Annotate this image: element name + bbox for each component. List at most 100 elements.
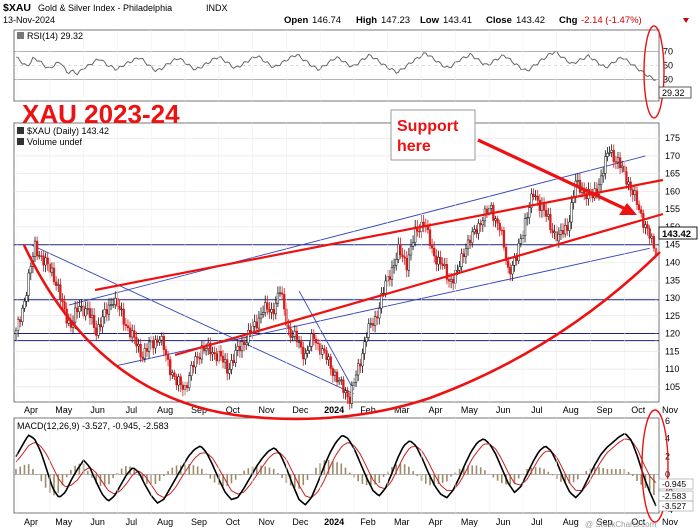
candle-body bbox=[316, 342, 320, 344]
candle-body bbox=[255, 321, 258, 329]
candle-body bbox=[194, 356, 197, 368]
candle-body bbox=[297, 341, 301, 343]
rsi-current-tag bbox=[658, 86, 692, 99]
price-y-tick: 135 bbox=[665, 275, 680, 285]
price-month-label: Aug bbox=[157, 405, 173, 415]
macd-histogram-bar bbox=[163, 474, 165, 477]
macd-histogram-bar bbox=[484, 470, 486, 475]
price-y-tick: 155 bbox=[665, 204, 680, 214]
candle-body bbox=[302, 346, 305, 360]
candle-body bbox=[568, 221, 571, 231]
candle-body bbox=[348, 396, 351, 404]
macd-histogram-bar bbox=[513, 474, 516, 484]
candle-body bbox=[54, 281, 58, 286]
candle-body bbox=[78, 306, 81, 312]
macd-histogram-bar bbox=[653, 474, 655, 496]
falling_line_2 bbox=[298, 290, 355, 391]
candle-body bbox=[363, 341, 366, 354]
candle-body bbox=[268, 308, 271, 313]
macd-histogram-bar bbox=[133, 469, 136, 475]
macd-histogram-bar bbox=[501, 474, 503, 484]
macd-histogram-bar bbox=[32, 469, 34, 475]
candle-body bbox=[16, 319, 20, 331]
macd-month-label: Apr bbox=[429, 517, 443, 527]
candle-body bbox=[346, 390, 349, 398]
candle-body bbox=[304, 353, 307, 360]
candle-body bbox=[357, 363, 360, 376]
candle-body bbox=[33, 240, 37, 257]
candle-body bbox=[519, 238, 522, 244]
macd-histogram-bar bbox=[433, 474, 436, 486]
candle-body bbox=[640, 209, 643, 214]
candle-body bbox=[137, 344, 140, 347]
macd-signal-line bbox=[15, 438, 657, 499]
candle-body bbox=[447, 279, 451, 282]
candle-body bbox=[312, 333, 315, 340]
price-y-tick: 145 bbox=[665, 240, 680, 250]
macd-month-label: 2024 bbox=[324, 517, 344, 527]
candle-body bbox=[171, 372, 174, 376]
candle-body bbox=[422, 221, 425, 226]
high-value: 147.23 bbox=[381, 15, 410, 26]
candle-body bbox=[359, 363, 362, 367]
macd-month-label: May bbox=[55, 517, 73, 527]
macd-histogram-bar bbox=[539, 467, 541, 475]
macd-histogram-bar bbox=[370, 474, 372, 486]
candle-body bbox=[135, 337, 138, 347]
candle-body bbox=[88, 308, 92, 318]
candle-body bbox=[257, 317, 261, 329]
candle-body bbox=[528, 207, 531, 218]
candle-body bbox=[44, 257, 47, 266]
macd-histogram-bar bbox=[458, 468, 461, 475]
candle-body bbox=[496, 218, 499, 224]
macd-histogram-bar bbox=[137, 474, 140, 476]
rsi-series bbox=[15, 50, 657, 81]
macd-histogram-bar bbox=[378, 474, 381, 484]
macd-histogram-bar bbox=[192, 465, 195, 475]
macd-histogram-bar bbox=[412, 471, 414, 475]
candle-body bbox=[240, 341, 244, 352]
macd-histogram-bar bbox=[298, 474, 300, 489]
candle-body bbox=[242, 341, 246, 345]
candle-body bbox=[513, 257, 516, 266]
price-y-tick: 140 bbox=[665, 258, 680, 268]
price-y-tick: 130 bbox=[665, 293, 680, 303]
candle-body bbox=[226, 359, 229, 374]
candle-body bbox=[122, 308, 125, 325]
volume-legend-swatch bbox=[17, 138, 24, 145]
candle-body bbox=[38, 255, 41, 257]
candle-body bbox=[392, 264, 396, 268]
candle-body bbox=[511, 265, 514, 275]
macd-histogram-bar bbox=[361, 474, 364, 484]
candle-body bbox=[549, 214, 552, 231]
candle-body bbox=[164, 349, 168, 355]
candle-body bbox=[401, 254, 404, 258]
macd-histogram-bar bbox=[437, 474, 440, 485]
candle-body bbox=[564, 225, 567, 235]
macd-histogram-bar bbox=[395, 464, 397, 475]
macd-histogram-bar bbox=[294, 474, 296, 488]
candle-body bbox=[283, 294, 286, 310]
macd-month-label: Sep bbox=[191, 517, 207, 527]
candle-body bbox=[310, 333, 313, 347]
candle-body bbox=[604, 156, 607, 174]
macd-histogram-bar bbox=[598, 467, 600, 475]
candle-body bbox=[29, 266, 32, 274]
support-arrow-head bbox=[619, 203, 637, 215]
candle-body bbox=[538, 200, 541, 211]
macd-histogram-bar bbox=[234, 474, 237, 480]
upper_channel bbox=[68, 155, 646, 306]
candle-body bbox=[403, 256, 406, 259]
candle-body bbox=[177, 376, 180, 386]
candle-body bbox=[338, 380, 341, 383]
macd-histogram-bar bbox=[226, 474, 229, 486]
candle-body bbox=[223, 359, 227, 363]
open-value: 146.74 bbox=[312, 15, 341, 26]
macd-histogram-bar bbox=[467, 465, 469, 475]
candle-body bbox=[485, 208, 489, 214]
macd-histogram-bar bbox=[606, 469, 609, 475]
macd-histogram-bar bbox=[205, 473, 207, 475]
macd-month-label: Nov bbox=[259, 517, 276, 527]
candle-body bbox=[369, 323, 373, 325]
macd-hist-value: -2.583 bbox=[662, 491, 686, 501]
